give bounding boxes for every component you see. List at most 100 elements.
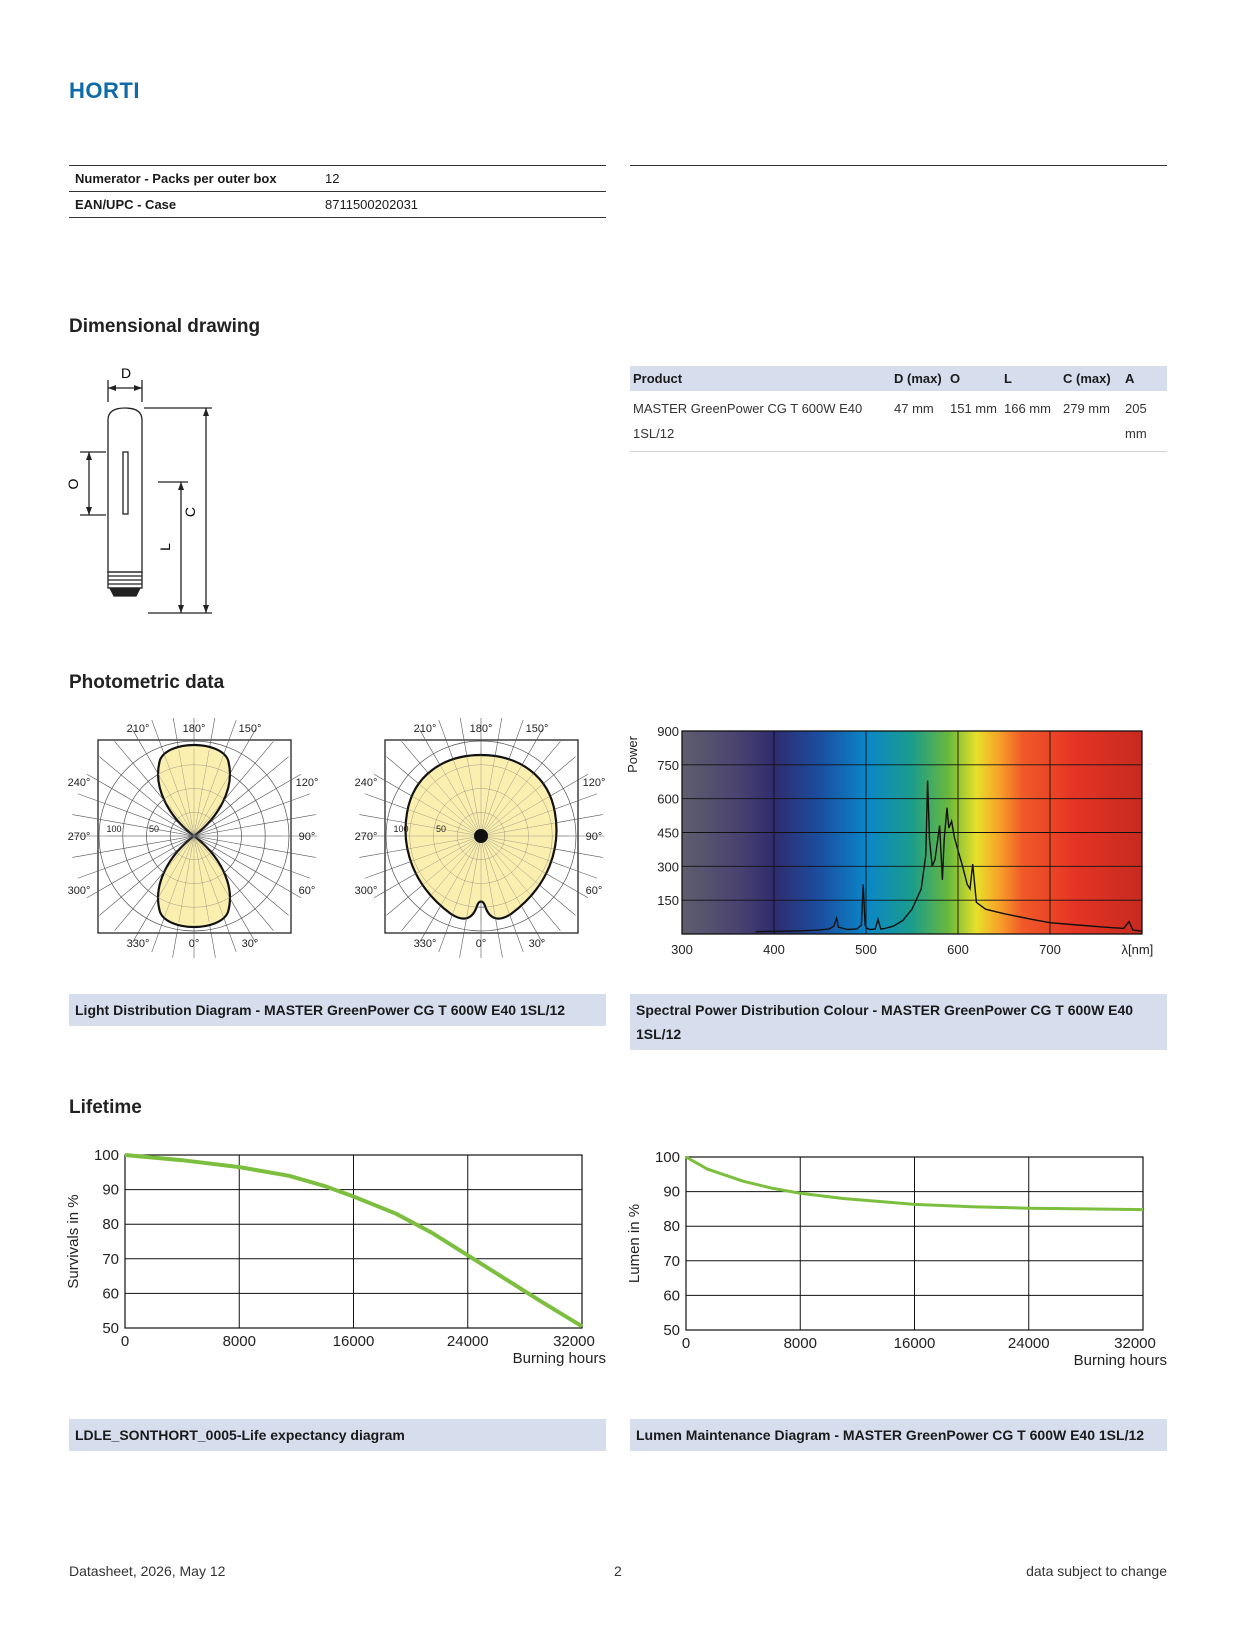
y-tick-label: 100 [94, 1147, 119, 1164]
angle-label: 60° [586, 885, 603, 897]
y-tick-label: 80 [663, 1218, 680, 1235]
y-tick-label: 750 [657, 758, 679, 773]
x-tick-label: 32000 [1114, 1335, 1156, 1352]
angle-label: 180° [183, 723, 206, 735]
y-tick-label: 80 [102, 1216, 119, 1233]
y-tick-label: 100 [655, 1149, 680, 1166]
table-label: Numerator - Packs per outer box [69, 165, 319, 192]
lamp-dimension-drawing: D O C L [65, 365, 212, 614]
ring-label: 100 [393, 824, 408, 834]
table-row: MASTER GreenPower CG T 600W E40 1SL/12 4… [630, 391, 1167, 452]
spectral-chart: Power 150 300 450 600 750 900 300 400 500 600 700… [628, 724, 1154, 957]
ring-label: 50 [436, 824, 446, 834]
angle-label: 210° [414, 723, 437, 735]
section-title-photometric: Photometric data [69, 672, 225, 693]
angle-label: 0° [476, 938, 487, 950]
dim-label-l: L [157, 543, 173, 551]
survival-series-line [124, 1153, 584, 1329]
col-header-product: Product [630, 366, 891, 391]
col-header-dmax: D (max) [891, 366, 947, 391]
caption-life-expectancy: LDLE_SONTHORT_0005-Life expectancy diagr… [69, 1419, 606, 1451]
angle-label: 90° [299, 831, 316, 843]
x-tick-label: 24000 [1008, 1335, 1050, 1352]
packaging-table: Numerator - Packs per outer box 12 EAN/U… [69, 165, 606, 218]
angle-label: 300° [68, 885, 91, 897]
section-title-dimensional: Dimensional drawing [69, 316, 261, 337]
angle-label: 30° [242, 938, 259, 950]
y-tick-label: 90 [102, 1182, 119, 1199]
angle-label: 330° [414, 938, 437, 950]
y-tick-label: 60 [663, 1287, 680, 1304]
ring-label: 50 [149, 824, 159, 834]
x-axis-label: Burning hours [1074, 1352, 1167, 1369]
angle-label: 270° [68, 831, 91, 843]
caption-light-distribution: Light Distribution Diagram - MASTER Gree… [69, 994, 606, 1026]
table-value: 8711500202031 [319, 191, 606, 218]
y-tick-label: 300 [657, 859, 679, 874]
x-axis-label: Burning hours [513, 1350, 606, 1367]
polar-spokes [106, 748, 282, 924]
x-tick-label: 16000 [894, 1335, 936, 1352]
x-tick-label: λ[nm] [1122, 942, 1154, 957]
table-row: Numerator - Packs per outer box 12 [69, 165, 606, 192]
angle-label: 120° [583, 777, 606, 789]
angle-label: 30° [529, 938, 546, 950]
lumen-series-line [685, 1155, 1144, 1212]
y-axis-label: Power [628, 735, 640, 773]
y-tick-label: 600 [657, 792, 679, 807]
center-dot [474, 829, 488, 843]
spectral-series-line [755, 780, 1143, 933]
angle-label: 330° [127, 938, 150, 950]
table-label: EAN/UPC - Case [69, 191, 319, 218]
x-tick-label: 32000 [553, 1333, 595, 1350]
x-tick-label: 600 [947, 942, 969, 957]
page-number: 2 [614, 1563, 622, 1579]
spectral-grid [682, 731, 1142, 934]
x-tick-label: 8000 [223, 1333, 256, 1350]
section-title-lifetime: Lifetime [69, 1097, 142, 1118]
dim-label-d: D [121, 365, 131, 381]
x-tick-label: 400 [763, 942, 785, 957]
col-header-l: L [1001, 366, 1060, 391]
angle-label: 300° [355, 885, 378, 897]
table-header-row: Product D (max) O L C (max) A [630, 366, 1167, 391]
col-header-cmax: C (max) [1060, 366, 1122, 391]
cell-o: 151 mm [950, 401, 997, 416]
angle-label: 240° [68, 777, 91, 789]
angle-label: 240° [355, 777, 378, 789]
dim-label-c: C [182, 507, 198, 517]
table-value: 12 [319, 165, 606, 192]
y-tick-label: 50 [663, 1322, 680, 1339]
x-tick-label: 0 [121, 1333, 129, 1350]
life-expectancy-chart: 50 60 70 80 90 100 0 8000 16000 24000 32000 Survi… [65, 1147, 606, 1367]
x-tick-label: 500 [855, 942, 877, 957]
cell-dmax: 47 mm [894, 401, 934, 416]
angle-label: 150° [239, 723, 262, 735]
x-tick-label: 8000 [784, 1335, 817, 1352]
angle-label: 90° [586, 831, 603, 843]
polar-diagram-1: 210° 180° 150° 240° 270° 300° 120° 90° 6… [68, 718, 319, 958]
y-tick-label: 60 [102, 1285, 119, 1302]
polar-spokes [393, 748, 569, 924]
angle-label: 60° [299, 885, 316, 897]
y-tick-label: 50 [102, 1320, 119, 1337]
table-row: EAN/UPC - Case 8711500202031 [69, 191, 606, 218]
x-tick-label: 16000 [333, 1333, 375, 1350]
caption-spectral: Spectral Power Distribution Colour - MAS… [630, 994, 1167, 1050]
ring-label: 100 [106, 824, 121, 834]
angle-label: 120° [296, 777, 319, 789]
y-tick-label: 70 [663, 1253, 680, 1270]
x-tick-label: 0 [682, 1335, 690, 1352]
angle-label: 180° [470, 723, 493, 735]
y-tick-label: 150 [657, 893, 679, 908]
col-header-a: A [1122, 366, 1167, 391]
x-tick-label: 24000 [447, 1333, 489, 1350]
y-axis-label: Survivals in % [65, 1194, 82, 1288]
caption-lumen-maintenance: Lumen Maintenance Diagram - MASTER Green… [630, 1419, 1167, 1451]
y-tick-label: 70 [102, 1251, 119, 1268]
dimension-table: Product D (max) O L C (max) A MASTER Gre… [630, 366, 1167, 452]
y-axis-label: Lumen in % [626, 1204, 643, 1283]
dim-label-o: O [65, 478, 81, 489]
angle-label: 270° [355, 831, 378, 843]
y-tick-label: 900 [657, 724, 679, 739]
